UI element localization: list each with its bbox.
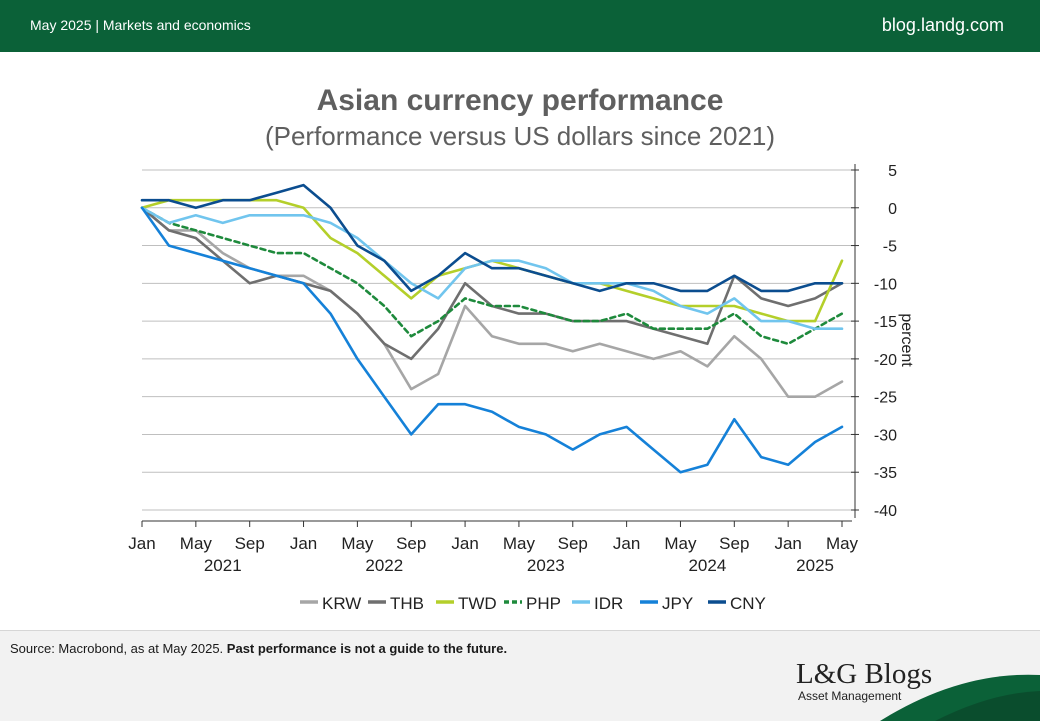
source-text: Source: Macrobond, as at May 2025. — [10, 641, 227, 656]
x-year-label: 2023 — [527, 556, 565, 575]
x-tick-label: May — [664, 534, 697, 553]
x-tick-label: Sep — [396, 534, 426, 553]
y-tick-label: -5 — [883, 239, 897, 256]
y-tick-label: 5 — [888, 163, 897, 180]
x-year-label: 2024 — [688, 556, 726, 575]
x-year-label: 2021 — [204, 556, 242, 575]
legend-label-twd: TWD — [458, 594, 497, 613]
x-tick-label: Jan — [290, 534, 317, 553]
source-note: Source: Macrobond, as at May 2025. Past … — [10, 641, 507, 656]
legend-label-php: PHP — [526, 594, 561, 613]
legend-label-thb: THB — [390, 594, 424, 613]
y-tick-label: -20 — [874, 352, 897, 369]
disclaimer-text: Past performance is not a guide to the f… — [226, 641, 508, 656]
x-tick-label: Sep — [558, 534, 588, 553]
y-tick-label: -35 — [874, 465, 897, 482]
top-banner: May 2025 | Markets and economics blog.la… — [0, 0, 1040, 52]
y-tick-label: -25 — [874, 390, 897, 407]
legend-label-jpy: JPY — [662, 594, 693, 613]
legend-label-cny: CNY — [730, 594, 766, 613]
legend-label-krw: KRW — [322, 594, 361, 613]
y-tick-label: 0 — [888, 201, 897, 218]
y-tick-label: -10 — [874, 276, 897, 293]
x-year-label: 2022 — [365, 556, 403, 575]
series-line-cny — [140, 183, 844, 293]
series-line-idr — [140, 206, 844, 331]
x-tick-label: Jan — [128, 534, 155, 553]
series-line-php — [140, 206, 844, 346]
x-tick-label: Jan — [613, 534, 640, 553]
line-chart: Jan 2021 May Sep Jan 2022 May Sep Jan 2023 May Sep J… — [128, 163, 915, 613]
lg-logo: L&G Blogs Asset Management — [796, 659, 932, 703]
x-tick-label: May — [341, 534, 374, 553]
brand-name: L&G Blogs — [796, 658, 933, 690]
x-year-label: 2025 — [796, 556, 834, 575]
y-axis-title: percent — [898, 313, 915, 367]
x-tick-label: May — [503, 534, 536, 553]
brand-subtitle: Asset Management — [798, 689, 902, 703]
x-tick-label: Sep — [235, 534, 265, 553]
blog-url-link[interactable]: blog.landg.com — [881, 15, 1004, 35]
y-tick-label: -40 — [874, 503, 897, 520]
x-axis: Jan 2021 May Sep Jan 2022 May Sep Jan 2023 May Sep J… — [128, 520, 859, 575]
y-axis: 5 0 -5 -10 -15 -20 -25 -30 -35 -40 percent — [851, 163, 915, 520]
x-tick-label: Sep — [719, 534, 749, 553]
x-tick-label: May — [180, 534, 213, 553]
y-tick-label: -15 — [874, 314, 897, 331]
x-tick-label: May — [826, 534, 859, 553]
series-line-jpy — [140, 206, 844, 474]
footer: Source: Macrobond, as at May 2025. Past … — [0, 630, 1040, 721]
legend-label-idr: IDR — [594, 594, 623, 613]
legend: KRW THB TWD PHP IDR JPY CNY — [300, 594, 766, 613]
brand-swoosh — [880, 674, 1040, 721]
series-lines — [140, 183, 844, 474]
x-tick-label: Jan — [451, 534, 478, 553]
chart-title: Asian currency performance — [316, 84, 724, 117]
y-tick-label: -30 — [874, 427, 897, 444]
chart-subtitle: (Performance versus US dollars since 202… — [264, 121, 776, 151]
x-tick-label: Jan — [774, 534, 801, 553]
date-category-label: May 2025 | Markets and economics — [30, 17, 251, 33]
gridlines — [142, 169, 855, 511]
